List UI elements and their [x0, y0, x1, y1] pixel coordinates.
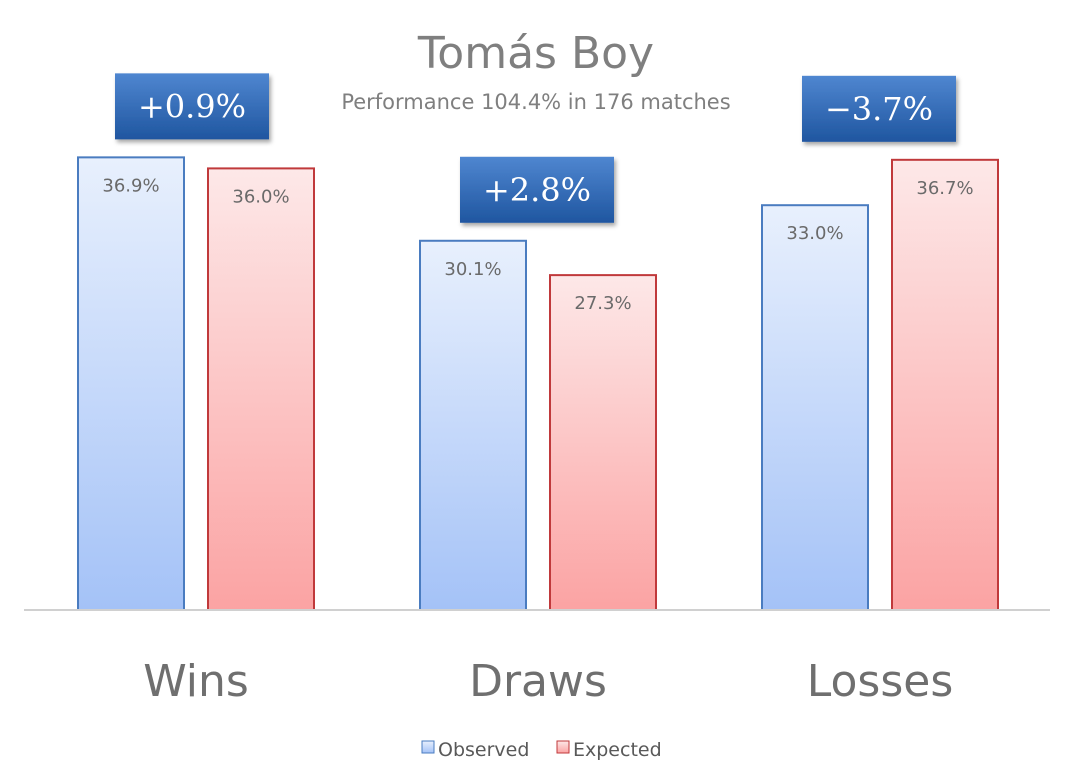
legend-swatch-expected [556, 740, 570, 754]
category-label-wins: Wins [143, 656, 249, 707]
legend-label-expected: Expected [573, 739, 662, 761]
value-label-expected-draws: 27.3% [574, 293, 631, 314]
value-label-expected-losses: 36.7% [916, 178, 973, 199]
bar-expected-draws [549, 274, 657, 611]
legend-label-observed: Observed [438, 739, 529, 761]
difference-label-draws: +2.8% [483, 171, 591, 209]
difference-label-wins: +0.9% [138, 87, 246, 125]
value-label-observed-losses: 33.0% [786, 223, 843, 244]
difference-badge-losses [802, 75, 956, 142]
difference-badge-draws [460, 156, 614, 223]
bar-expected-losses [891, 158, 999, 612]
difference-label-losses: −3.7% [825, 90, 933, 128]
difference-badges: +0.9% +2.8% −3.7% [115, 73, 956, 223]
category-labels: Wins Draws Losses [143, 656, 953, 707]
bars-group: 36.9% 36.0% 30.1% 27.3% 33.0% 36.7% [77, 156, 999, 612]
difference-badge-wins [115, 73, 269, 140]
value-label-observed-wins: 36.9% [102, 175, 159, 196]
chart-subtitle: Performance 104.4% in 176 matches [341, 90, 730, 114]
legend: Observed Expected [421, 739, 662, 761]
category-label-draws: Draws [469, 656, 607, 707]
value-label-observed-draws: 30.1% [444, 259, 501, 280]
category-label-losses: Losses [807, 656, 954, 707]
bar-observed-draws [419, 239, 527, 611]
chart-title: Tomás Boy [417, 28, 654, 79]
legend-swatch-observed [421, 740, 435, 754]
bar-observed-losses [761, 204, 869, 611]
bar-observed-wins [77, 156, 185, 612]
bar-expected-wins [207, 167, 315, 611]
value-label-expected-wins: 36.0% [232, 186, 289, 207]
